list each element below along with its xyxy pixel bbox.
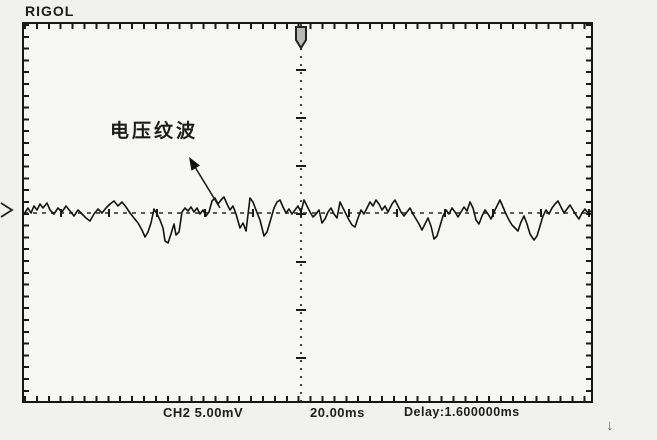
annotation-arrow-line (194, 166, 221, 209)
graticule-ticks-bottom (24, 396, 591, 401)
center-vertical-axis-division-ticks (296, 69, 306, 369)
ripple-annotation-label: 电压纹波 (110, 120, 199, 142)
readout-channel-scale: CH2 5.00mV (163, 405, 244, 420)
center-horizontal-axis-division-ticks (60, 209, 591, 217)
scroll-down-icon[interactable]: ↓ (606, 417, 614, 434)
trigger-position-marker-icon (295, 26, 307, 50)
readout-timebase: 20.00ms (310, 405, 365, 420)
waveform-layer (24, 26, 591, 244)
waveform-trace (24, 196, 591, 244)
annotation-arrow-head (189, 157, 200, 171)
graticule-ticks-top (24, 24, 591, 29)
oscilloscope-screen: 电压纹波 (22, 22, 593, 403)
readout-delay: Delay:1.600000ms (404, 405, 520, 419)
channel-position-marker-icon (0, 202, 14, 218)
brand-label: RIGOL (25, 3, 75, 19)
